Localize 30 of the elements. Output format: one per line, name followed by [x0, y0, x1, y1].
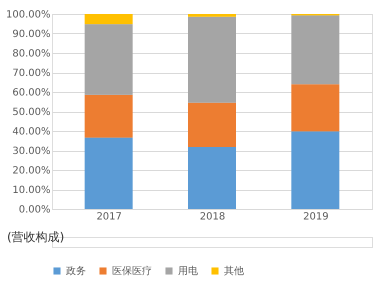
- legend-label: 其他: [224, 265, 244, 277]
- legend-label: 医保医疗: [112, 265, 152, 277]
- bar: [291, 131, 340, 209]
- x-tick-label: 2019: [303, 212, 329, 222]
- bar: [188, 102, 236, 147]
- x-tick-label: 2018: [200, 212, 226, 222]
- legend-label: 用电: [178, 265, 198, 277]
- bar: [84, 94, 133, 138]
- y-tick-label: 20.00%: [12, 166, 50, 176]
- y-tick-label: 40.00%: [12, 126, 50, 138]
- x-tick-label: 2017: [96, 212, 122, 222]
- bar: [188, 14, 236, 17]
- bar: [291, 84, 340, 132]
- bar: [188, 16, 236, 103]
- legend-label: 政务: [66, 265, 86, 277]
- bar: [84, 14, 133, 24]
- y-tick-label: 60.00%: [12, 88, 50, 98]
- y-tick-label: 80.00%: [12, 48, 50, 60]
- y-tick-label: 100.00%: [6, 10, 50, 20]
- y-tick-label: 10.00%: [12, 185, 50, 196]
- y-tick-label: 90.00%: [12, 29, 50, 40]
- y-tick-label: 70.00%: [12, 68, 50, 79]
- text: (营收构成): [7, 230, 64, 244]
- bar: [84, 24, 133, 95]
- bar: [188, 146, 236, 209]
- y-tick-label: 30.00%: [12, 146, 50, 157]
- bar: [291, 15, 340, 84]
- bar: [84, 138, 133, 209]
- y-tick-label: 50.00%: [12, 107, 50, 118]
- y-tick-label: 0.00%: [18, 204, 50, 216]
